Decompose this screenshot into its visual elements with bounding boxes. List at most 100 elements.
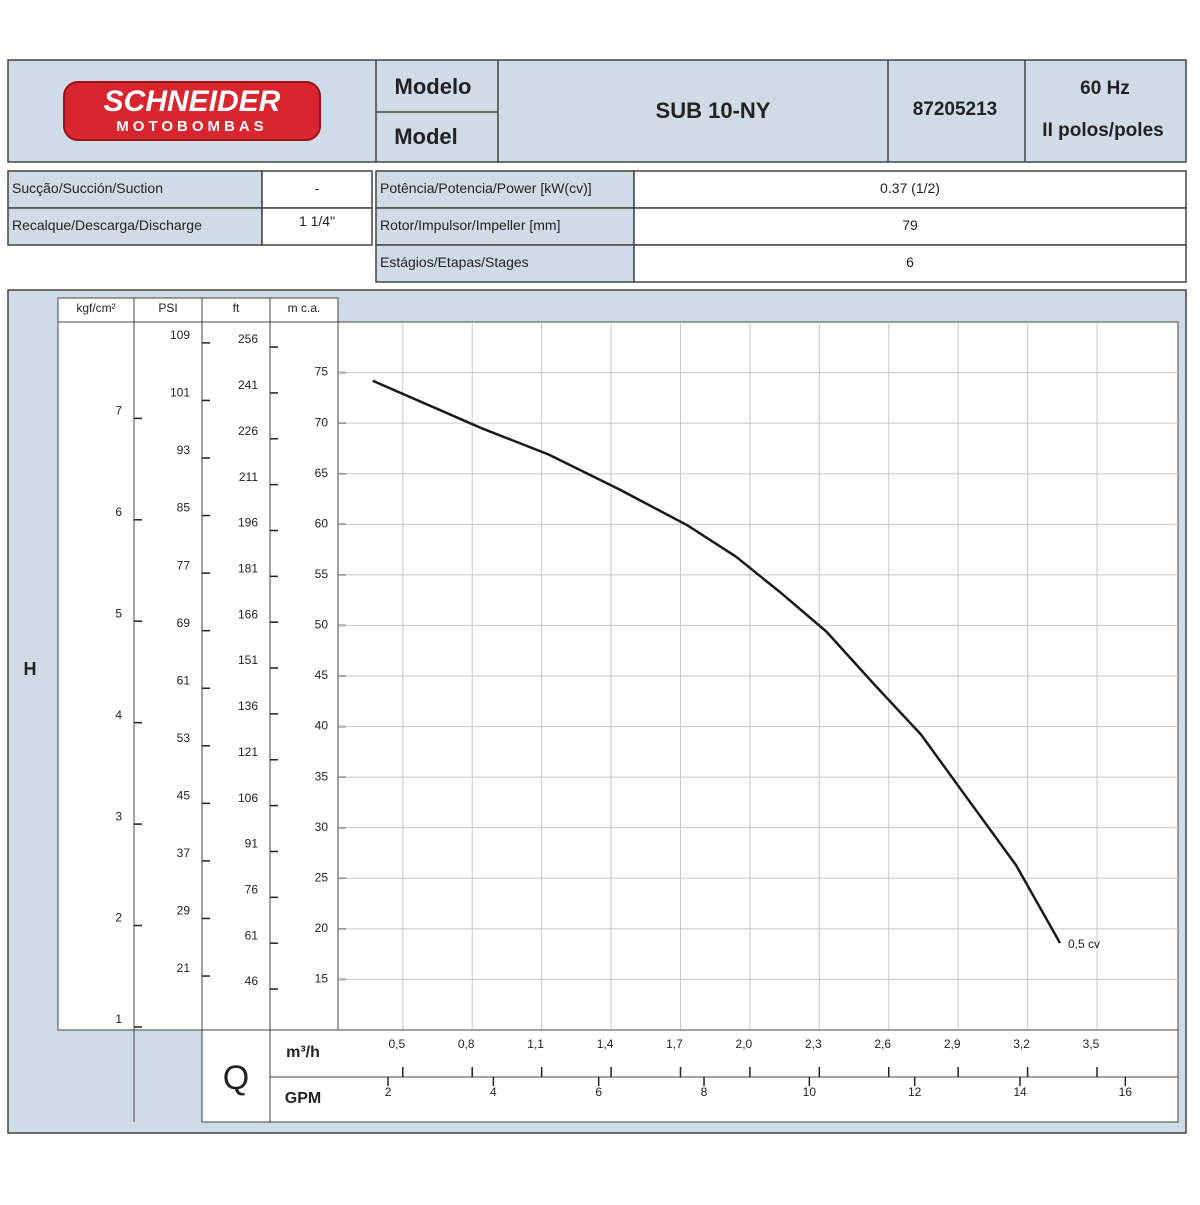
x-unit: m³/h: [286, 1044, 320, 1061]
x-tick-label: 2,9: [944, 1037, 961, 1051]
model-label-en: Model: [394, 124, 458, 149]
x2-tick-label: 2: [385, 1085, 392, 1099]
y-tick-label: 3: [115, 809, 122, 823]
y-tick-label: 45: [177, 789, 191, 803]
x-tick-label: 1,4: [597, 1037, 614, 1051]
specs: Sucção/Succión/Suction - Recalque/Descarga…: [7, 170, 1187, 283]
y-tick-label: 76: [245, 882, 259, 896]
y-tick-label: 30: [315, 820, 329, 834]
y-tick-label: 69: [177, 616, 191, 630]
code: 87205213: [913, 99, 998, 120]
y-tick-label: 241: [238, 378, 258, 392]
y-tick-label: 196: [238, 516, 258, 530]
spec-label-cell: [375, 207, 635, 246]
y-tick-label: 61: [245, 928, 259, 942]
spec-label: Sucção/Succión/Suction: [12, 180, 163, 196]
axis-unit: m c.a.: [288, 301, 321, 315]
y-tick-label: 181: [238, 562, 258, 576]
y-tick-label: 136: [238, 699, 258, 713]
x-tick-label: 2,3: [805, 1037, 822, 1051]
y-tick-label: 5: [115, 606, 122, 620]
y-tick-label: 70: [315, 415, 329, 429]
spec-value-cell: [633, 244, 1187, 283]
y-tick-label: 25: [315, 870, 329, 884]
spec-value: 1 1/4": [299, 213, 335, 229]
x2-tick-label: 8: [701, 1085, 708, 1099]
y-tick-label: 85: [177, 501, 191, 515]
y-tick-label: 40: [315, 719, 329, 733]
x-tick-label: 0,5: [388, 1037, 405, 1051]
axis-columns: [57, 321, 339, 1031]
y-tick-label: 121: [238, 745, 258, 759]
y-tick-label: 211: [239, 470, 258, 484]
pump-curve: [372, 379, 1062, 944]
spec-value-cell: [633, 170, 1187, 209]
y-tick-label: 166: [238, 607, 258, 621]
chart: kgf/cm²1234567PSI21293745536169778593101…: [57, 297, 1179, 1123]
x2-tick-label: 12: [908, 1085, 922, 1099]
y-tick-label: 101: [170, 386, 190, 400]
axis-unit: PSI: [158, 301, 177, 315]
y-tick-label: 37: [177, 846, 191, 860]
y-tick-label: 151: [238, 653, 258, 667]
y-tick-label: 2: [115, 911, 122, 925]
model-label-pt: Modelo: [395, 74, 472, 99]
y-tick-label: 77: [177, 558, 191, 572]
axis-unit: ft: [233, 301, 240, 315]
y-tick-label: 45: [315, 668, 329, 682]
y-tick-label: 109: [170, 328, 190, 342]
x2-tick-label: 14: [1013, 1085, 1027, 1099]
x-tick-label: 3,5: [1083, 1037, 1100, 1051]
y-tick-label: 35: [315, 769, 329, 783]
y-tick-label: 50: [315, 618, 329, 632]
y-tick-label: 60: [315, 516, 329, 530]
y-tick-label: 1: [115, 1012, 122, 1026]
x-tick-label: 0,8: [458, 1037, 475, 1051]
y-tick-label: 226: [238, 424, 258, 438]
axis-unit: kgf/cm²: [76, 301, 115, 315]
x2-unit: GPM: [285, 1090, 321, 1107]
x2-tick-label: 6: [595, 1085, 602, 1099]
y-tick-label: 7: [115, 404, 122, 418]
y-tick-label: 6: [115, 505, 122, 519]
x-axis-title: Q: [223, 1059, 249, 1097]
y-tick-label: 53: [177, 731, 191, 745]
x2-tick-label: 10: [803, 1085, 817, 1099]
spec-label: Estágios/Etapas/Stages: [380, 254, 529, 270]
x2-tick-label: 16: [1119, 1085, 1133, 1099]
y-tick-label: 21: [177, 961, 191, 975]
curve-label: 0,5 cv: [1068, 937, 1100, 951]
y-tick-label: 15: [315, 972, 329, 986]
y-tick-label: 75: [315, 365, 329, 379]
y-tick-label: 20: [315, 921, 329, 935]
y-axis-title: H: [24, 659, 37, 679]
x-tick-label: 1,7: [666, 1037, 683, 1051]
spec-label-cell: [375, 170, 635, 209]
spec-label: Rotor/Impulsor/Impeller [mm]: [380, 217, 560, 233]
y-tick-label: 91: [245, 837, 259, 851]
x-axis-box: [201, 1029, 1179, 1123]
spec-label: Potência/Potencia/Power [kW(cv)]: [380, 180, 592, 196]
spec-value: 6: [906, 254, 914, 270]
spec-value: 79: [902, 217, 918, 233]
model: SUB 10-NY: [656, 98, 771, 123]
y-tick-label: 93: [177, 443, 191, 457]
brand: SCHNEIDER: [104, 85, 281, 118]
spec-value-cell: [261, 170, 373, 209]
frequency: 60 Hz: [1080, 78, 1130, 99]
y-tick-label: 65: [315, 466, 329, 480]
spec-value: -: [315, 180, 320, 196]
y-tick-label: 55: [315, 567, 329, 581]
y-tick-label: 4: [115, 708, 122, 722]
x-tick-label: 1,1: [527, 1037, 544, 1051]
y-tick-label: 29: [177, 904, 191, 918]
poles: II polos/poles: [1042, 120, 1163, 141]
brand-sub: MOTOBOMBAS: [116, 118, 267, 135]
logo: [63, 81, 321, 141]
spec-value: 0.37 (1/2): [880, 180, 940, 196]
spec-label: Recalque/Descarga/Discharge: [12, 217, 202, 233]
x2-tick-label: 4: [490, 1085, 497, 1099]
y-tick-label: 106: [238, 791, 258, 805]
y-tick-label: 256: [238, 332, 258, 346]
